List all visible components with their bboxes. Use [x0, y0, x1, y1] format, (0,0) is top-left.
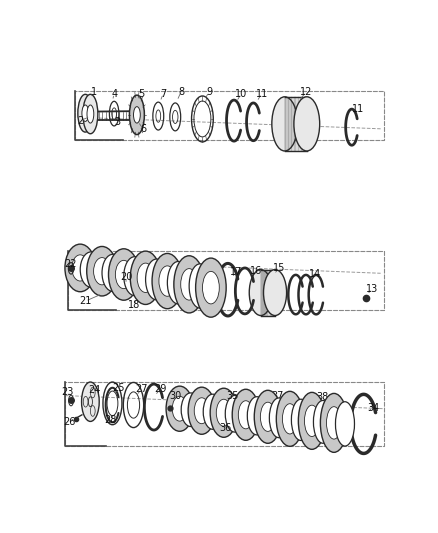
Ellipse shape [326, 407, 342, 439]
Text: 9: 9 [206, 87, 212, 97]
Ellipse shape [172, 397, 187, 421]
Ellipse shape [202, 271, 219, 304]
Ellipse shape [298, 392, 325, 449]
Text: 7: 7 [160, 88, 166, 99]
Text: 3: 3 [114, 117, 120, 127]
Ellipse shape [194, 398, 209, 424]
Text: 39: 39 [328, 439, 341, 449]
Ellipse shape [81, 382, 99, 422]
Ellipse shape [304, 405, 319, 437]
Ellipse shape [166, 386, 193, 431]
Text: 1: 1 [91, 87, 97, 97]
Text: 22: 22 [64, 259, 76, 269]
Text: 11: 11 [353, 104, 365, 114]
Text: 35: 35 [227, 391, 239, 401]
Text: 8: 8 [178, 87, 184, 97]
Ellipse shape [167, 262, 189, 304]
Ellipse shape [115, 260, 132, 289]
Text: 37: 37 [271, 391, 283, 401]
Ellipse shape [87, 105, 94, 123]
Ellipse shape [94, 257, 110, 285]
Ellipse shape [188, 387, 215, 434]
Ellipse shape [283, 403, 297, 434]
Text: 11: 11 [256, 88, 268, 99]
Text: 24: 24 [88, 385, 101, 395]
Ellipse shape [102, 254, 124, 292]
Ellipse shape [269, 398, 288, 438]
Text: 20: 20 [120, 271, 132, 281]
Text: 10: 10 [235, 88, 247, 99]
Ellipse shape [320, 393, 347, 453]
Ellipse shape [78, 94, 93, 132]
Text: 26: 26 [63, 417, 75, 427]
Ellipse shape [276, 391, 304, 446]
Ellipse shape [174, 256, 205, 313]
Ellipse shape [152, 253, 183, 309]
Text: 34: 34 [367, 403, 379, 413]
Text: 27: 27 [135, 384, 148, 394]
Ellipse shape [254, 390, 281, 443]
Ellipse shape [87, 246, 117, 296]
Ellipse shape [216, 399, 231, 426]
Ellipse shape [134, 107, 140, 123]
Ellipse shape [159, 266, 176, 296]
Ellipse shape [336, 402, 354, 446]
Text: 12: 12 [300, 87, 312, 97]
Ellipse shape [247, 397, 266, 435]
Ellipse shape [145, 259, 167, 300]
Ellipse shape [291, 399, 311, 440]
Ellipse shape [137, 263, 154, 293]
Ellipse shape [272, 97, 298, 151]
Ellipse shape [196, 258, 226, 317]
Ellipse shape [124, 257, 145, 296]
Text: 25: 25 [112, 383, 125, 393]
Text: 21: 21 [79, 296, 92, 306]
Text: 17: 17 [230, 268, 243, 278]
Ellipse shape [264, 270, 286, 316]
Ellipse shape [65, 244, 95, 292]
Text: 6: 6 [140, 124, 146, 134]
Ellipse shape [314, 400, 332, 443]
Text: 18: 18 [128, 300, 141, 310]
Text: 28: 28 [105, 415, 117, 425]
Ellipse shape [210, 388, 237, 437]
Text: 29: 29 [154, 384, 166, 394]
Text: 36: 36 [219, 423, 231, 433]
Text: 16: 16 [250, 266, 262, 276]
Text: 15: 15 [273, 263, 286, 273]
Text: 19: 19 [161, 271, 173, 281]
Ellipse shape [294, 97, 320, 151]
Ellipse shape [232, 389, 259, 440]
Text: 13: 13 [366, 284, 378, 294]
Ellipse shape [181, 269, 198, 300]
Ellipse shape [238, 401, 253, 429]
Ellipse shape [181, 393, 200, 426]
Ellipse shape [130, 95, 145, 134]
Ellipse shape [189, 264, 211, 308]
Ellipse shape [83, 94, 98, 134]
Ellipse shape [109, 249, 139, 300]
Text: 30: 30 [169, 391, 181, 401]
Ellipse shape [260, 402, 276, 431]
Ellipse shape [72, 255, 88, 281]
Text: 14: 14 [309, 269, 321, 279]
Ellipse shape [203, 394, 222, 429]
Text: 5: 5 [138, 88, 145, 99]
Text: 23: 23 [61, 387, 74, 397]
Ellipse shape [225, 395, 244, 432]
Text: 4: 4 [111, 88, 117, 99]
Ellipse shape [130, 251, 161, 304]
Text: 38: 38 [317, 392, 329, 402]
Ellipse shape [82, 105, 88, 122]
Text: 2: 2 [77, 116, 83, 126]
Ellipse shape [249, 270, 272, 316]
Ellipse shape [80, 252, 102, 287]
